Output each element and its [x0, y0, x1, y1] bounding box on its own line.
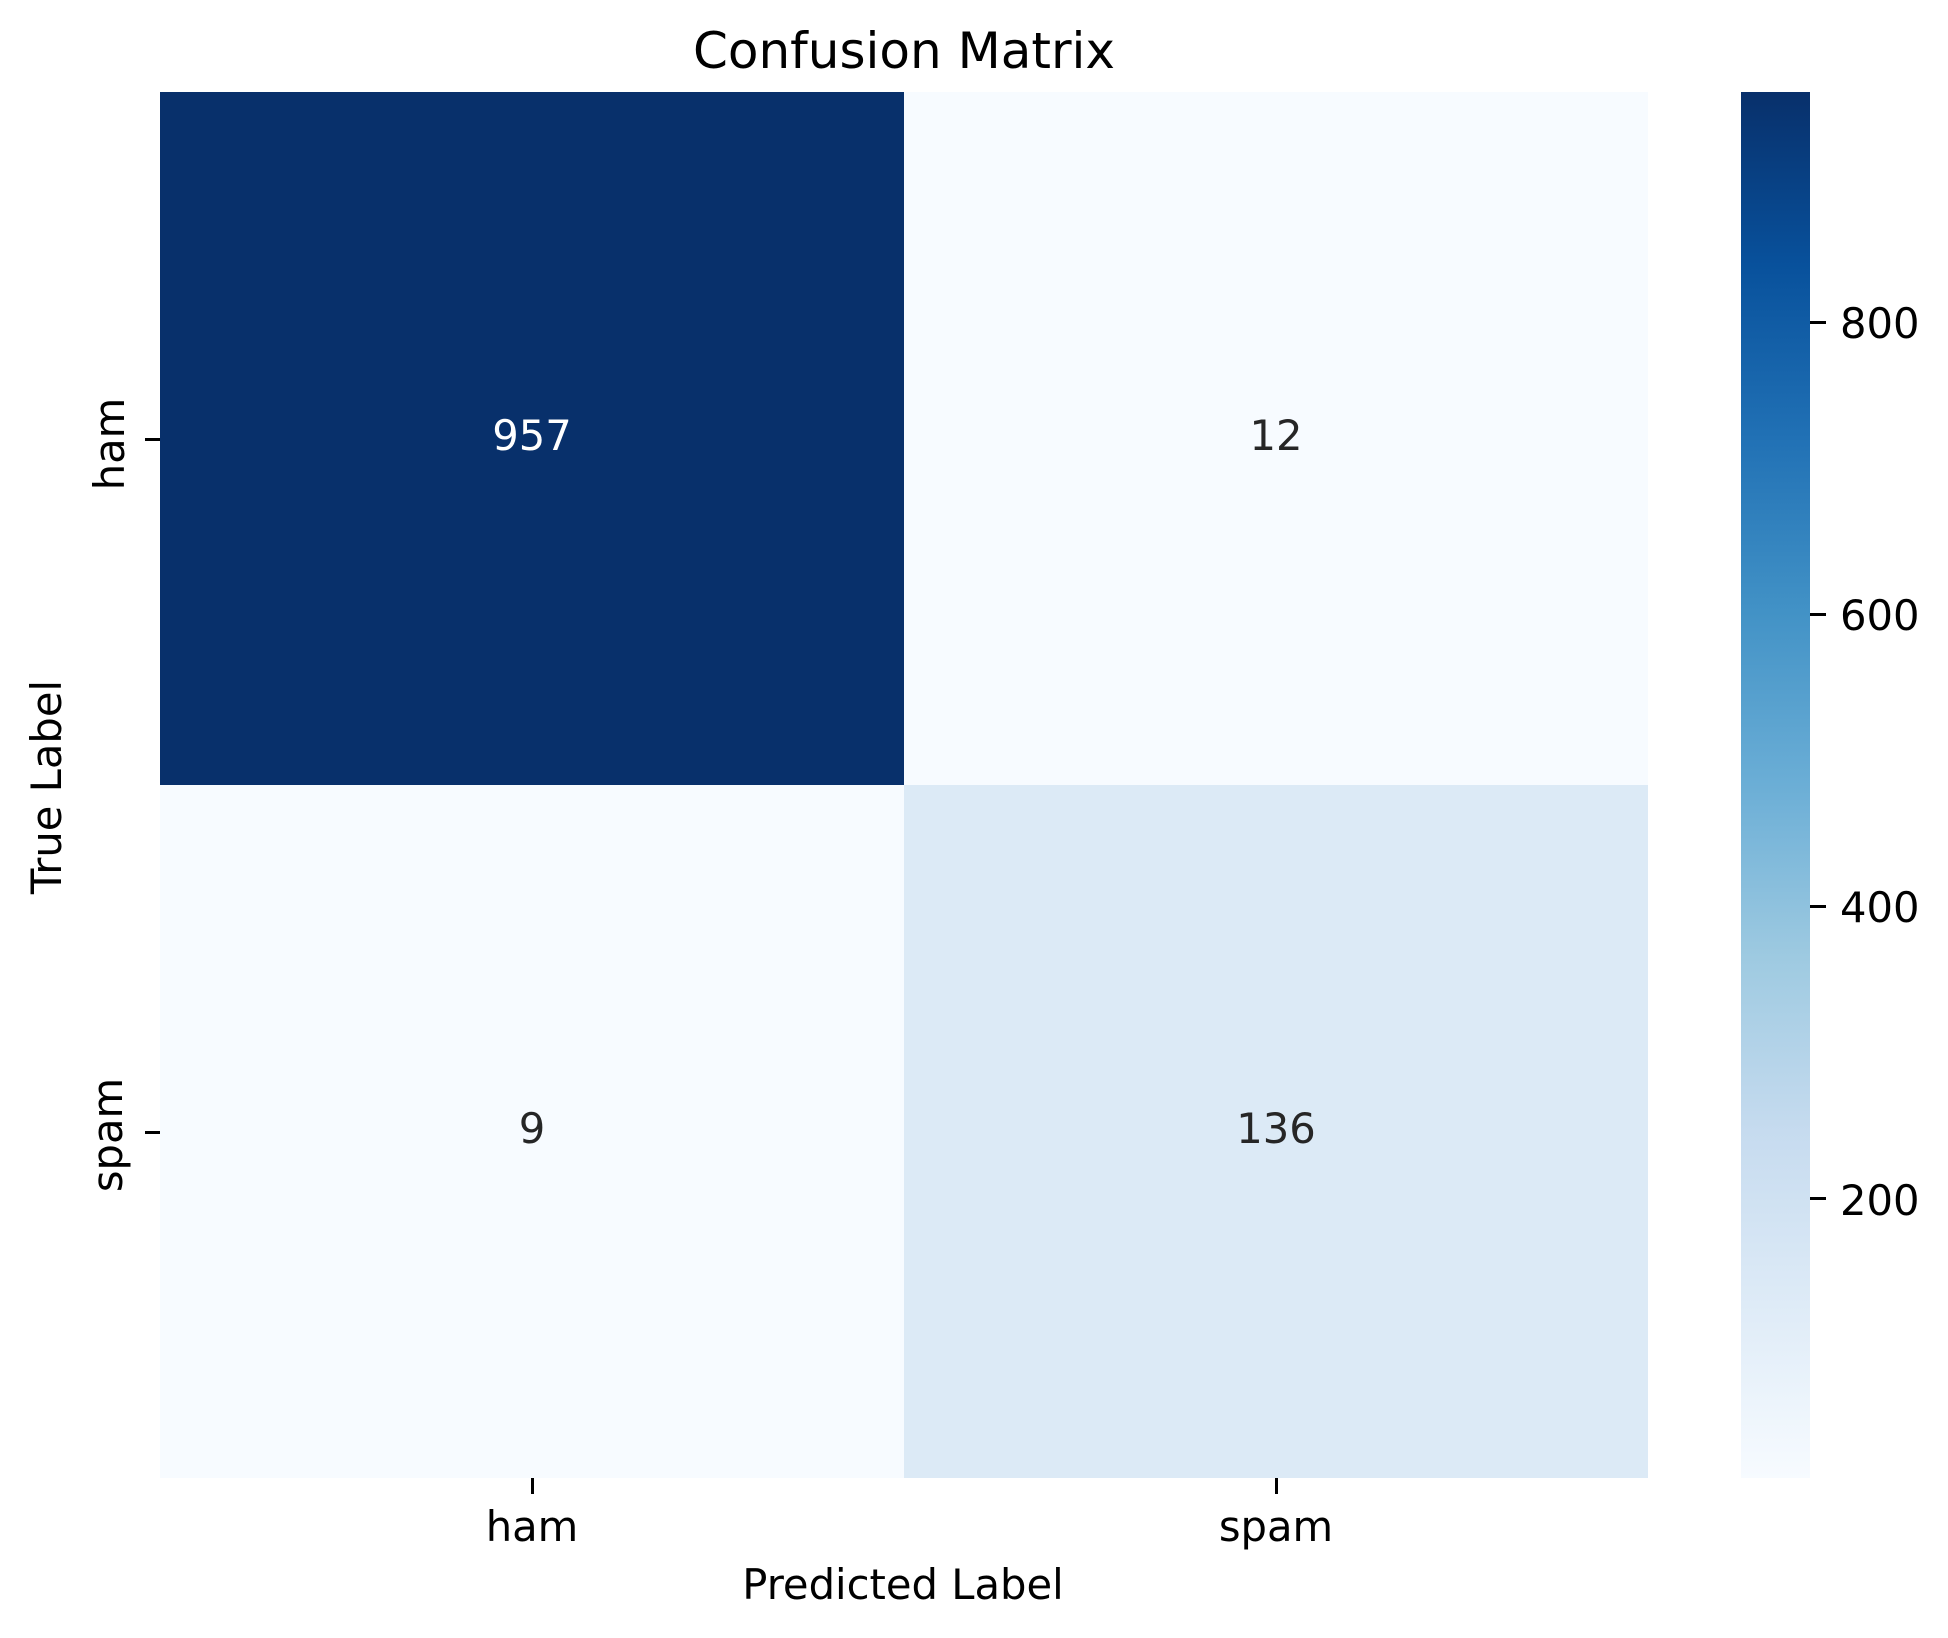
colorbar-tick-200 [1810, 1197, 1826, 1201]
y-axis-tick-spam [144, 1130, 160, 1134]
heatmap-cell-spam-spam [904, 785, 1648, 1478]
colorbar-tick-label-400: 400 [1840, 883, 1920, 933]
colorbar-tick-600 [1810, 612, 1826, 616]
cell-annotation-ham-ham: 957 [492, 411, 572, 461]
cell-annotation-spam-spam: 136 [1236, 1104, 1316, 1154]
colorbar-tick-400 [1810, 905, 1826, 909]
x-axis-label: Predicted Label [742, 1559, 1064, 1609]
heatmap-cell-ham-ham [160, 92, 904, 785]
cell-annotation-spam-ham: 9 [518, 1104, 546, 1154]
colorbar [1741, 92, 1810, 1478]
x-axis-tick-label-ham: ham [485, 1501, 579, 1551]
chart-title: Confusion Matrix [692, 22, 1116, 81]
y-axis-label: True Label [22, 679, 72, 894]
y-axis-tick-label-ham: ham [85, 397, 135, 490]
colorbar-tick-label-600: 600 [1840, 591, 1920, 641]
colorbar-tick-800 [1810, 320, 1826, 324]
heatmap-cell-spam-ham [160, 785, 904, 1478]
colorbar-tick-label-800: 800 [1840, 298, 1920, 348]
x-axis-tick-ham [530, 1478, 534, 1494]
cell-annotation-ham-spam: 12 [1249, 411, 1303, 461]
y-axis-tick-ham [144, 437, 160, 441]
x-axis-tick-spam [1274, 1478, 1278, 1494]
x-axis-tick-label-spam: spam [1218, 1501, 1334, 1551]
colorbar-tick-label-200: 200 [1840, 1175, 1920, 1225]
y-axis-tick-label-spam: spam [83, 1078, 133, 1193]
heatmap-cell-ham-spam [904, 92, 1648, 785]
